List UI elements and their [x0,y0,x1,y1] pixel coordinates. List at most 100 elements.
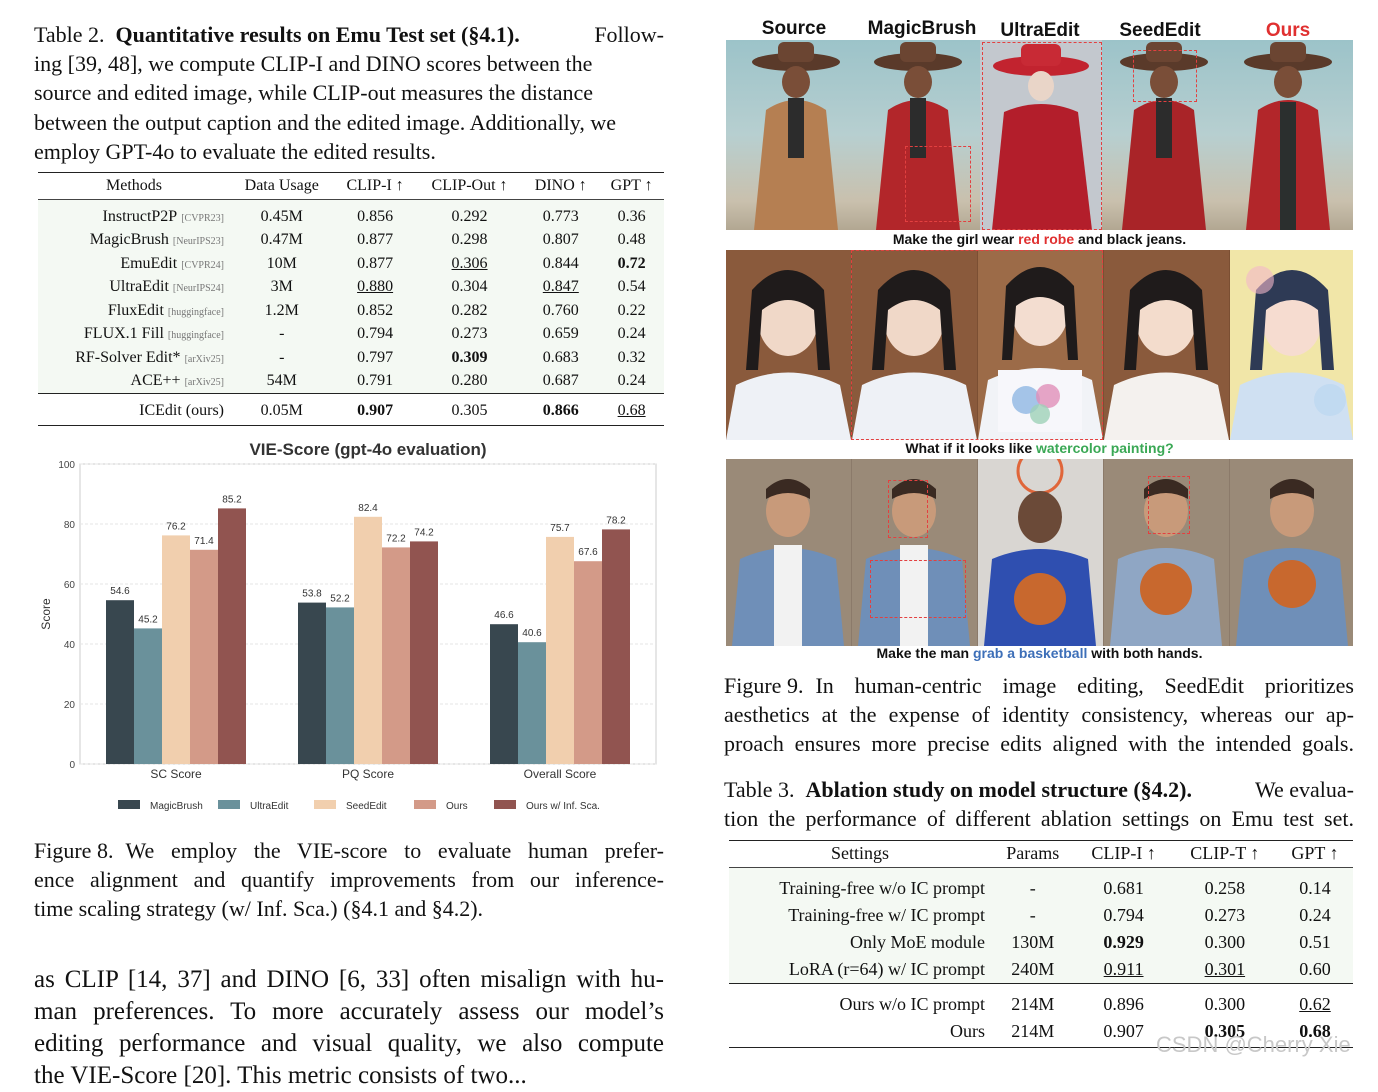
bar-value-label: 52.2 [330,593,350,604]
bar-value-label: 76.2 [166,521,186,532]
y-tick-label: 40 [64,640,76,651]
y-tick-label: 80 [64,520,76,531]
edit-region-box [888,480,928,538]
bar-value-label: 45.2 [138,614,158,625]
table-row: FLUX.1 Fill [huggingface] -0.794 0.273 0.65… [83,325,646,343]
bar-value-label: 75.7 [550,523,570,534]
watermark: CSDN @Cherry Xie [1156,1032,1351,1057]
y-axis-label: Score [39,598,53,630]
table2: Methods Data Usage CLIP-I ↑ CLIP-Out ↑ D… [38,172,664,426]
bar [490,624,518,764]
bar [518,642,546,764]
table2-grid: Methods Data Usage CLIP-I ↑ CLIP-Out ↑ D… [38,173,664,422]
bar-value-label: 54.6 [110,586,130,597]
y-tick-label: 0 [69,760,75,771]
figure8-caption: Figure 8. We employ the VIE-score to eval… [34,838,664,922]
table-row: FluxEdit [huggingface] 1.2M 0.852 0.282 0.76… [107,301,646,319]
legend-swatch [314,800,336,809]
bar [382,547,410,764]
col-head-seededit: SeedEdit [1119,20,1201,41]
x-tick-label: Overall Score [524,767,597,781]
table2-caption-line: between the output caption and the edite… [34,109,617,135]
legend-swatch [414,800,436,809]
table2-caption-line: employ GPT-4o to evaluate the edited res… [34,138,436,164]
image-row-watercolor [726,250,1353,440]
table3-header: GPT ↑ [1291,843,1339,864]
bar-value-label: 71.4 [194,536,214,547]
bar [162,535,190,764]
table3-label: Table 3. [724,777,795,802]
bar-value-label: 82.4 [358,503,378,514]
vie-score-chart: VIE-Score (gpt-4o evaluation) 0 20 40 60 80 10… [30,436,670,820]
y-tick-label: 20 [64,700,76,711]
table2-header: Data Usage [244,176,319,194]
legend-swatch [494,800,516,809]
table3-grid: Settings Params CLIP-I ↑ CLIP-T ↑ GPT ↑ … [729,841,1353,1045]
legend-label: Ours w/ Inf. Sca. [526,801,600,812]
table3: Settings Params CLIP-I ↑ CLIP-T ↑ GPT ↑ … [729,840,1353,1048]
image-row-robe-illustration [752,40,1332,230]
edit-region-box [1133,50,1197,102]
table3-title: Ablation study on model structure (§4.2)… [805,777,1192,802]
table2-label: Table 2. [34,22,105,47]
chart-title: VIE-Score (gpt-4o evaluation) [249,440,486,459]
table2-caption-line: source and edited image, while CLIP-out … [34,80,593,106]
bar-value-label: 78.2 [606,515,626,526]
bar [298,602,326,764]
image-row-basketball-illustration [726,459,1353,646]
edit-region-box [851,250,1103,440]
table2-caption-line1-rest: Follow- [594,22,664,47]
bar [190,549,218,764]
table-row: Ours 214M 0.907 0.305 0.68 [950,1021,1331,1041]
bar [218,508,246,764]
table-row: Training-free w/ IC prompt -0.794 0.273 0.2… [788,905,1331,925]
table-row: Only MoE module 130M 0.929 0.300 0.51 [850,932,1331,952]
table2-header: GPT ↑ [610,176,653,194]
row-caption-robe: Make the girl wear red robe and black je… [892,231,1187,247]
bar-value-label: 72.2 [386,533,406,544]
bar-value-label: 67.6 [578,547,598,558]
image-row-basketball [726,459,1353,646]
bar [326,607,354,764]
col-head-magicbrush: MagicBrush [867,18,977,39]
bar [602,529,630,764]
table-row: Ours w/o IC prompt 214M 0.896 0.300 0.62 [839,994,1331,1014]
bar [106,600,134,764]
table3-header: Settings [830,843,889,864]
bar-value-label: 74.2 [414,527,434,538]
table3-header: Params [1006,843,1060,864]
figure9-label: Figure 9. [724,673,804,698]
bar [134,628,162,764]
table2-caption: Table 2. Quantitative results on Emu Tes… [34,20,664,166]
x-tick-label: SC Score [150,767,202,781]
bar [546,536,574,764]
table3-header: CLIP-T ↑ [1190,843,1260,864]
row-caption-basketball: Make the man grab a basketball with both… [876,645,1203,661]
bar-value-label: 40.6 [522,628,542,639]
table-row: MagicBrush [NeurIPS23] 0.47M 0.877 0.298 0.8… [89,231,646,249]
table-row: LoRA (r=64) w/ IC prompt 240M 0.911 0.301 0.… [788,958,1331,979]
x-tick-label: PQ Score [342,767,394,781]
bar-value-label: 85.2 [222,494,242,505]
bar-value-label: 46.6 [494,610,514,621]
figure8-label: Figure 8. [34,838,114,863]
vie-score-chart-svg: VIE-Score (gpt-4o evaluation) 0 20 40 60 80 10… [39,440,657,812]
table2-header: CLIP-Out ↑ [431,176,508,194]
edit-region-box [982,42,1102,230]
bar [354,516,382,764]
table-row: EmuEdit [CVPR24] 10M 0.877 0.306 0.844 0.72 [120,254,646,272]
table2-header: CLIP-I ↑ [346,176,404,194]
table3-header: CLIP-I ↑ [1091,843,1156,864]
table-row: Training-free w/o IC prompt -0.681 0.258 0.… [779,878,1331,898]
y-tick-label: 60 [64,580,76,591]
table-row: ACE++ [arXiv25] 54M 0.791 0.280 0.687 0.24 [130,372,646,389]
image-row-watercolor-illustration [726,250,1353,440]
table-row: InstructP2P [CVPR23] 0.45M 0.856 0.292 0.773… [102,207,646,225]
col-head-ultraedit: UltraEdit [1000,20,1080,41]
col-head-source: Source [761,18,827,39]
image-row-robe [726,40,1353,230]
table2-header: Methods [106,176,162,194]
legend-swatch [118,800,140,809]
table-row-ours: ICEdit (ours) 0.05M 0.907 0.305 0.866 0.68 [139,402,646,419]
table-row: UltraEdit [NeurIPS24] 3M 0.880 0.304 0.847 0.… [109,278,646,296]
